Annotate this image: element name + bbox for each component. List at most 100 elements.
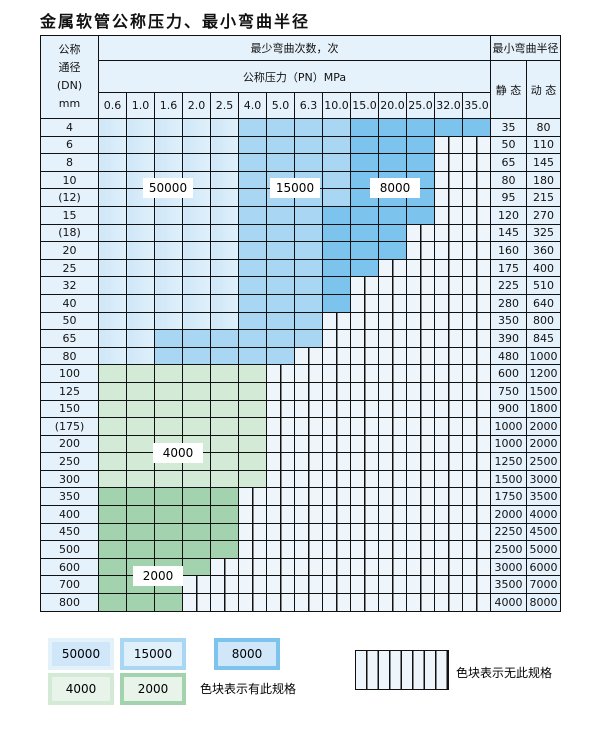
legend-hatch-box <box>355 650 449 690</box>
no-spec-cell <box>322 364 351 383</box>
spec-cell <box>266 223 295 243</box>
spec-cell <box>98 522 127 542</box>
dn-cell: 250 <box>40 452 99 471</box>
table-row: (175) 1000 2000 <box>40 417 561 436</box>
dn-cell: 50 <box>40 311 99 331</box>
spec-cell <box>154 346 183 366</box>
table-row: 50 350 800 <box>40 311 561 331</box>
no-spec-cell <box>294 346 323 366</box>
no-spec-cell <box>434 557 463 577</box>
dn-cell: (12) <box>40 188 99 207</box>
dn-header-line: 公称 <box>58 43 81 56</box>
spec-cell <box>322 241 351 260</box>
no-spec-cell <box>378 417 407 436</box>
spec-cell <box>98 434 127 454</box>
no-spec-cell <box>462 469 491 489</box>
no-spec-cell <box>322 311 351 331</box>
spec-cell <box>98 557 127 577</box>
table-row: 125 750 1500 <box>40 381 561 401</box>
table-row: 500 2500 5000 <box>40 540 561 559</box>
spec-cell <box>98 188 127 207</box>
no-spec-cell <box>406 434 435 454</box>
no-spec-cell <box>210 575 239 595</box>
spec-cell <box>406 153 435 172</box>
spec-cell <box>294 205 323 225</box>
spec-cell <box>98 311 127 331</box>
spec-cell <box>98 364 127 383</box>
spec-cell <box>238 311 267 331</box>
dn-cell: 4 <box>40 118 99 137</box>
static-radius-cell: 95 <box>490 188 527 207</box>
no-spec-cell <box>378 593 407 612</box>
spec-cell <box>210 258 239 278</box>
spec-cell <box>378 135 407 155</box>
dynamic-radius-cell: 7000 <box>526 575 561 595</box>
spec-cell <box>238 399 267 419</box>
no-spec-cell <box>406 223 435 243</box>
dn-cell: 80 <box>40 346 99 366</box>
table-row: 250 1250 2500 <box>40 452 561 471</box>
no-spec-cell <box>462 170 491 190</box>
no-spec-cell <box>378 487 407 507</box>
table-row: 700 3500 7000 <box>40 575 561 595</box>
no-spec-cell <box>266 452 295 471</box>
spec-cell <box>266 329 295 348</box>
dynamic-radius-cell: 4500 <box>526 522 561 542</box>
spec-cell <box>154 276 183 295</box>
no-spec-cell <box>322 469 351 489</box>
spec-cell <box>406 205 435 225</box>
spec-cell <box>154 381 183 401</box>
spec-cell <box>322 223 351 243</box>
dn-cell: 500 <box>40 540 99 559</box>
dn-cell: 200 <box>40 434 99 454</box>
dynamic-radius-cell: 80 <box>526 118 561 137</box>
dn-cell: 20 <box>40 241 99 260</box>
spec-cell <box>322 205 351 225</box>
spec-cell <box>238 293 267 313</box>
dynamic-radius-cell: 2000 <box>526 417 561 436</box>
legend-2000: 2000 <box>120 673 186 705</box>
spec-cell <box>182 293 211 313</box>
spec-cell <box>238 153 267 172</box>
pressure-col-header: 2.5 <box>210 92 239 119</box>
spec-cell <box>210 311 239 331</box>
no-spec-cell <box>434 487 463 507</box>
spec-cell <box>126 522 155 542</box>
spec-cell <box>434 118 463 137</box>
no-spec-cell <box>434 399 463 419</box>
dynamic-radius-cell: 6000 <box>526 557 561 577</box>
spec-cell <box>154 223 183 243</box>
spec-cell <box>126 346 155 366</box>
no-spec-cell <box>378 522 407 542</box>
no-spec-cell <box>350 593 379 612</box>
no-spec-cell <box>434 311 463 331</box>
spec-cell <box>322 188 351 207</box>
no-spec-cell <box>406 522 435 542</box>
dn-cell: 800 <box>40 593 99 612</box>
no-spec-cell <box>266 593 295 612</box>
spec-cell <box>294 311 323 331</box>
spec-cell <box>98 469 127 489</box>
dynamic-radius-cell: 400 <box>526 258 561 278</box>
spec-cell <box>98 241 127 260</box>
spec-cell <box>154 540 183 559</box>
no-spec-cell <box>462 258 491 278</box>
static-radius-cell: 4000 <box>490 593 527 612</box>
no-spec-cell <box>294 505 323 524</box>
spec-cell <box>266 135 295 155</box>
spec-cell <box>238 276 267 295</box>
static-radius-cell: 50 <box>490 135 527 155</box>
spec-cell <box>266 153 295 172</box>
no-spec-cell <box>350 505 379 524</box>
spec-cell <box>98 135 127 155</box>
no-spec-cell <box>434 276 463 295</box>
dn-header: 公称 通径 (DN) mm <box>40 35 99 119</box>
static-radius-cell: 225 <box>490 276 527 295</box>
no-spec-cell <box>350 557 379 577</box>
dn-cell: 400 <box>40 505 99 524</box>
no-spec-cell <box>434 188 463 207</box>
spec-cell <box>322 135 351 155</box>
no-spec-cell <box>378 575 407 595</box>
table-row: 25 175 400 <box>40 258 561 278</box>
spec-cell <box>182 505 211 524</box>
